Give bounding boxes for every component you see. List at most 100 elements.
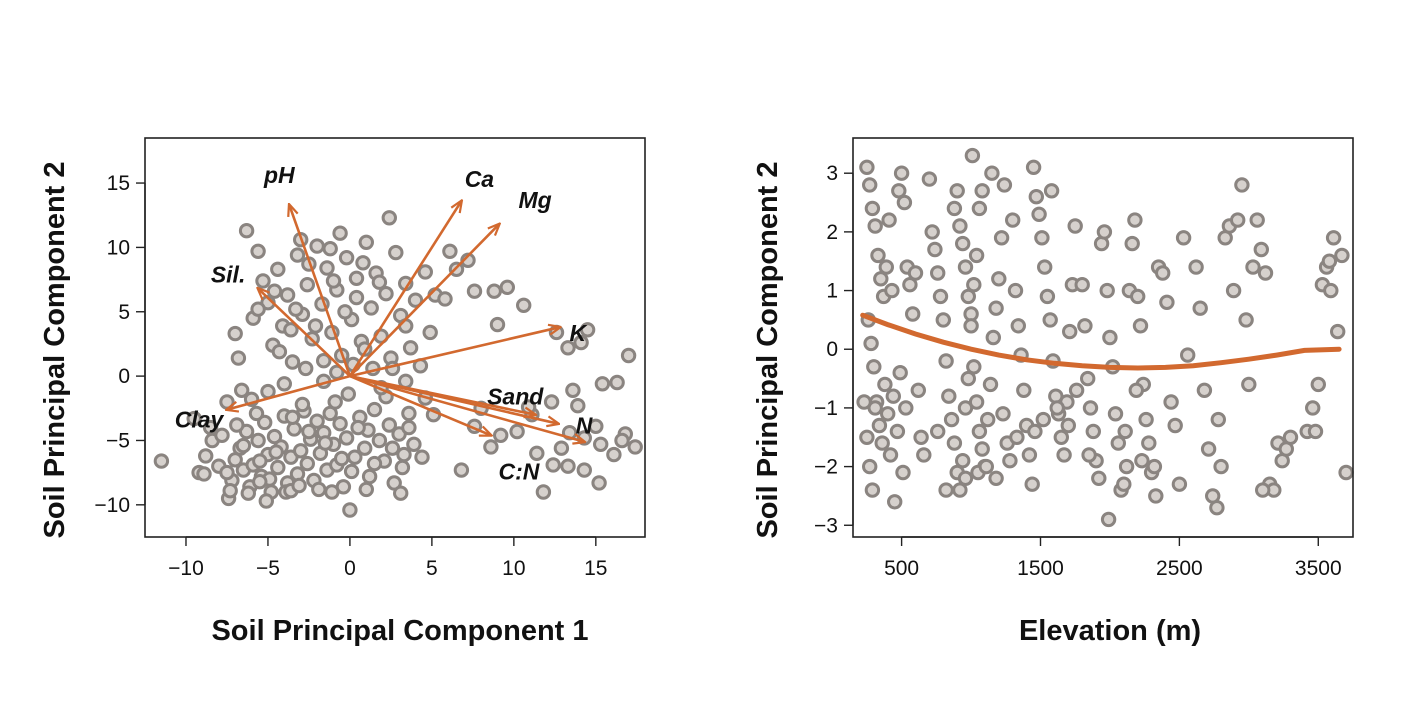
data-point xyxy=(324,484,340,500)
x-tick-label: 10 xyxy=(502,557,525,580)
data-point xyxy=(196,466,212,482)
data-point xyxy=(1110,435,1127,451)
data-point xyxy=(1159,294,1175,310)
data-point xyxy=(859,159,875,176)
y-tick-label: −3 xyxy=(814,514,838,537)
data-point xyxy=(316,353,332,369)
data-point xyxy=(985,329,1001,346)
data-point xyxy=(1325,230,1342,246)
y-tick-label: 2 xyxy=(826,221,838,244)
data-point xyxy=(250,243,266,260)
data-point xyxy=(913,429,929,445)
data-point xyxy=(234,382,250,398)
data-point xyxy=(238,223,255,239)
data-point xyxy=(1068,382,1085,398)
loading-arrow xyxy=(227,374,351,409)
data-point xyxy=(294,396,311,413)
data-point xyxy=(1225,282,1242,299)
arrow-label: Clay xyxy=(175,407,225,433)
data-point xyxy=(1091,470,1107,486)
data-point xyxy=(1192,300,1208,316)
data-point xyxy=(864,200,881,217)
data-point xyxy=(974,441,990,457)
data-point xyxy=(884,282,900,299)
data-point xyxy=(579,322,596,338)
data-point xyxy=(299,455,315,472)
data-point xyxy=(946,200,963,217)
data-point xyxy=(1043,183,1060,199)
data-point xyxy=(1009,429,1025,445)
data-point xyxy=(1027,423,1043,440)
data-point xyxy=(1116,476,1132,492)
right-x-axis-title: Elevation (m) xyxy=(1019,615,1201,647)
data-point xyxy=(535,484,552,500)
y-tick-label: −2 xyxy=(814,456,838,479)
data-point xyxy=(874,435,890,451)
data-point xyxy=(916,447,932,463)
data-point xyxy=(202,419,219,436)
data-point xyxy=(1163,394,1179,410)
data-point xyxy=(1282,429,1299,445)
data-point xyxy=(1130,288,1146,305)
right-data-points xyxy=(856,147,1354,528)
data-point xyxy=(384,440,401,456)
loading-arrow xyxy=(289,205,352,377)
data-point xyxy=(882,447,899,463)
data-point xyxy=(230,350,247,366)
data-point xyxy=(881,212,897,228)
data-point xyxy=(355,255,371,271)
data-point xyxy=(291,477,307,494)
data-point xyxy=(1080,370,1096,387)
data-point xyxy=(1330,323,1346,340)
data-point xyxy=(1253,241,1270,258)
data-point xyxy=(560,458,576,474)
loading-arrow xyxy=(258,289,351,378)
data-point xyxy=(153,453,170,469)
data-point xyxy=(877,376,893,393)
data-point xyxy=(311,481,327,498)
data-point xyxy=(966,359,982,375)
data-point xyxy=(214,427,230,443)
data-point xyxy=(388,244,404,261)
data-point xyxy=(885,388,901,404)
data-point xyxy=(309,413,325,429)
data-point xyxy=(529,445,545,461)
data-point xyxy=(878,259,894,275)
right-chart: 500 1500 2500 3500 −3 −2 −1 0 1 2 3 Elevation (m)… xyxy=(752,137,1354,647)
data-point xyxy=(862,177,878,193)
data-point xyxy=(414,449,430,465)
left-x-axis: −10 −5 0 5 10 15 xyxy=(168,536,607,580)
data-point xyxy=(486,283,502,299)
data-point xyxy=(1077,318,1093,334)
data-point xyxy=(332,416,348,432)
x-tick-label: 500 xyxy=(884,557,919,580)
data-point xyxy=(866,359,882,375)
data-point xyxy=(864,482,881,498)
data-point xyxy=(935,312,951,328)
data-point xyxy=(317,435,333,451)
data-point xyxy=(1148,488,1164,504)
data-point xyxy=(1037,259,1053,275)
data-point xyxy=(293,443,309,459)
data-point xyxy=(891,183,907,199)
data-point xyxy=(966,277,982,293)
data-point xyxy=(1096,224,1113,240)
data-point xyxy=(594,376,611,392)
data-point xyxy=(895,464,911,481)
data-point xyxy=(466,283,483,299)
data-point xyxy=(553,440,570,456)
data-point xyxy=(453,462,470,478)
data-point xyxy=(927,241,943,258)
data-point xyxy=(394,459,411,476)
data-point xyxy=(905,306,921,322)
data-point xyxy=(401,419,417,436)
data-point xyxy=(301,423,317,440)
data-point xyxy=(957,470,974,486)
data-point xyxy=(941,388,957,404)
data-point xyxy=(576,462,592,478)
y-tick-label: 5 xyxy=(118,301,130,324)
data-point xyxy=(1053,429,1070,445)
data-point xyxy=(932,288,949,305)
data-point xyxy=(593,436,609,452)
data-point xyxy=(219,464,235,481)
